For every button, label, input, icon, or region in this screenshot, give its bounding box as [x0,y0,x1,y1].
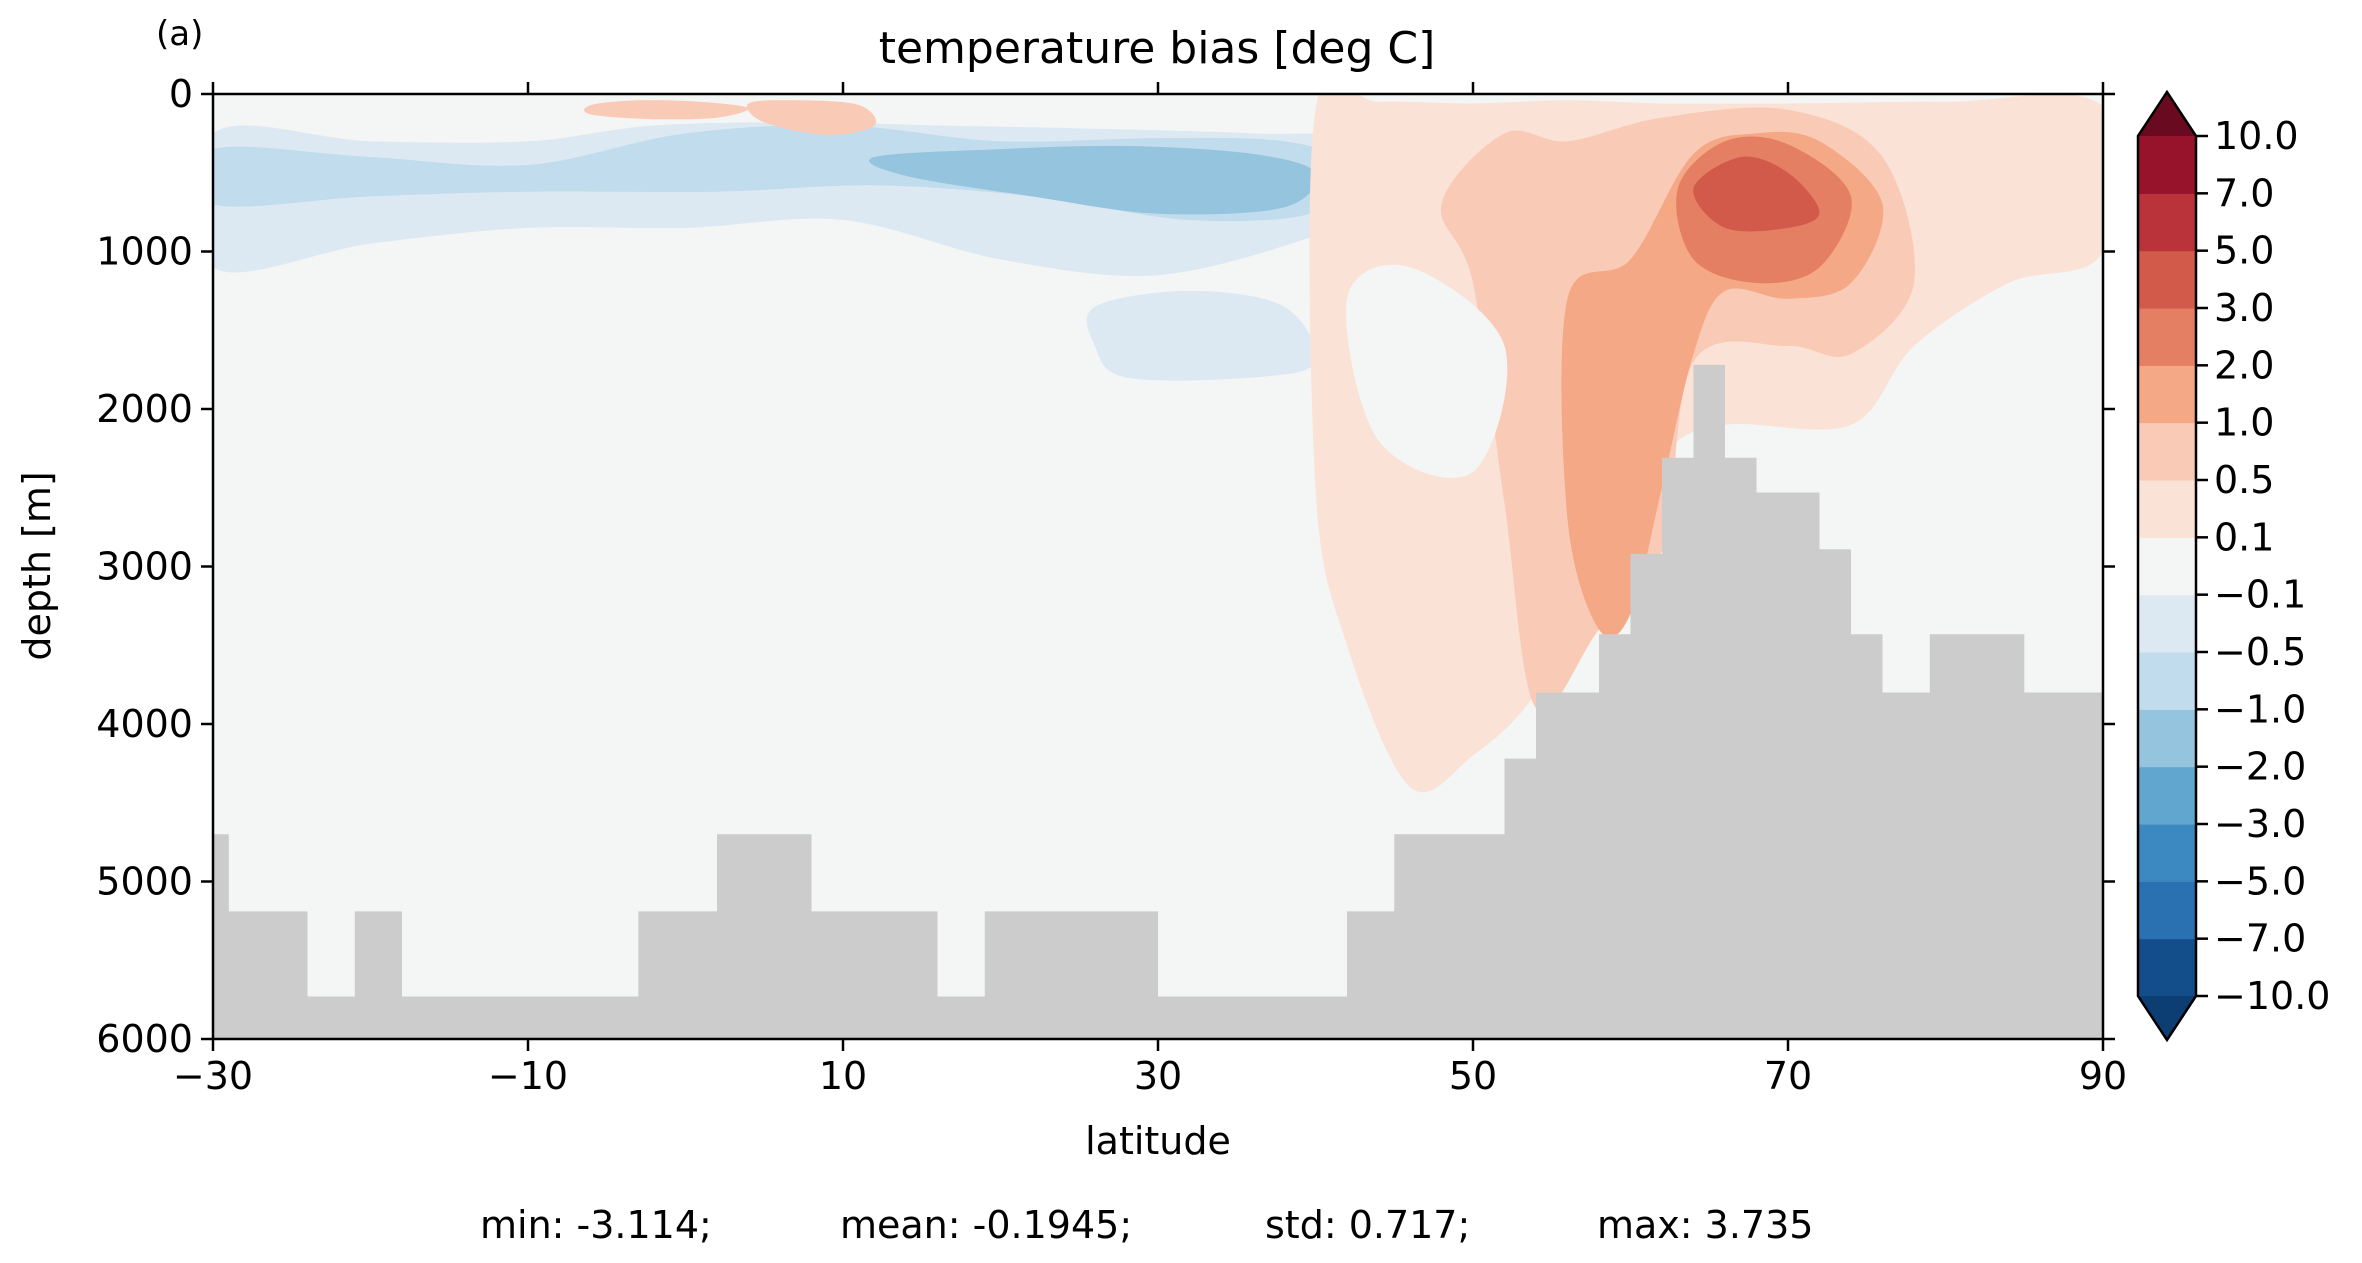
stat-std: std: 0.717; [1265,1203,1470,1247]
colorbar-extend-min [2138,996,2196,1040]
colorbar-segment [2138,938,2196,997]
colorbar-tick-label: 1.0 [2214,401,2274,445]
bias-region-13 [1345,264,1508,478]
x-axis: −30 −10 10 30 50 70 90 [173,82,2127,1098]
colorbar-tick-label: 0.1 [2214,515,2274,559]
colorbar-segment [2138,136,2196,194]
y-tick-label: 1000 [96,230,193,274]
colorbar-segment [2138,193,2196,252]
y-tick-label: 3000 [96,545,193,589]
colorbar-tick-label: −5.0 [2214,859,2306,903]
y-axis-label: depth [m] [15,471,59,660]
colorbar-tick-label: 3.0 [2214,286,2274,330]
y-tick-label: 6000 [96,1017,193,1061]
x-tick-label: −30 [173,1054,253,1098]
x-tick-label: 50 [1449,1054,1497,1098]
colorbar-tick-label: −1.0 [2214,687,2306,731]
y-tick-label: 5000 [96,860,193,904]
colorbar-tick-label: −0.5 [2214,630,2306,674]
x-axis-label: latitude [1085,1119,1231,1163]
colorbar-segment [2138,250,2196,309]
x-tick-label: 70 [1764,1054,1812,1098]
colorbar-tick-label: 2.0 [2214,343,2274,387]
bias-region-3 [869,145,1317,215]
colorbar-segment [2138,422,2196,481]
colorbar-segment [2138,537,2196,596]
stat-min: min: -3.114; [480,1203,712,1247]
bias-region-12 [746,100,877,135]
y-tick-label: 2000 [96,387,193,431]
colorbar-tick-label: −2.0 [2214,745,2306,789]
x-tick-label: 10 [819,1054,867,1098]
colorbar-segment [2138,652,2196,710]
chart-title: temperature bias [deg C] [879,23,1436,74]
colorbar-tick-label: 7.0 [2214,171,2274,215]
stat-max: max: 3.735 [1597,1203,1813,1247]
colorbar-tick-label: −0.1 [2214,573,2306,617]
colorbar-segment [2138,365,2196,424]
y-tick-label: 0 [169,72,193,116]
bias-region-4 [1086,290,1317,381]
panel-label: (a) [156,14,203,54]
colorbar-segment [2138,308,2196,366]
colorbar-segment [2138,881,2196,940]
colorbar-tick-label: 0.5 [2214,458,2274,502]
bias-region-11 [584,100,749,120]
x-tick-label: 30 [1134,1054,1182,1098]
x-tick-label: −10 [488,1054,568,1098]
colorbar-tick-label: −10.0 [2214,974,2330,1018]
colorbar-tick-label: −3.0 [2214,802,2306,846]
bias-region-10 [1693,156,1820,232]
y-tick-label: 4000 [96,702,193,746]
colorbar-segment [2138,824,2196,882]
colorbar-segment [2138,594,2196,653]
bathymetry-layer [213,364,2103,1039]
stats-line: min: -3.114; mean: -0.1945; std: 0.717; … [480,1203,1813,1247]
colorbar-segment [2138,480,2196,538]
stat-mean: mean: -0.1945; [840,1203,1132,1247]
colorbar-tick-label: 5.0 [2214,229,2274,273]
y-axis: 0 1000 2000 3000 4000 5000 6000 [96,72,2115,1061]
colorbar-tick-label: 10.0 [2214,114,2299,158]
colorbar-tick-label: −7.0 [2214,917,2306,961]
colorbar-segment [2138,766,2196,825]
colorbar-extend-max [2138,92,2196,136]
x-tick-label: 90 [2079,1054,2127,1098]
colorbar: −10.0 −7.0 −5.0 −3.0 −2.0 −1.0 −0.5 −0.1 0.1 0.5 1… [2136,89,2330,1043]
plot-area [211,92,2105,1041]
colorbar-segment [2138,709,2196,768]
seafloor-mask [213,364,2103,1039]
